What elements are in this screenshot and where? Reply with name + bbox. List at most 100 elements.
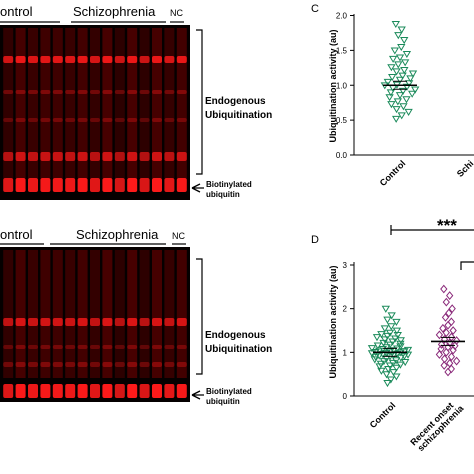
- blot-band: [127, 178, 138, 192]
- data-point: [380, 336, 389, 344]
- y-tick-label: 2: [343, 305, 348, 314]
- blot-band: [139, 152, 150, 161]
- data-point: [440, 361, 448, 370]
- blot-band: [164, 56, 175, 63]
- blot-band: [77, 345, 88, 349]
- blot-top-lanes: [3, 28, 187, 192]
- data-point: [435, 330, 444, 340]
- y-tick-label: 0.0: [336, 151, 348, 160]
- blot-band: [77, 118, 88, 122]
- blot-lane: [77, 28, 88, 178]
- data-point: [452, 356, 461, 366]
- blot-lane: [164, 28, 175, 178]
- blot-top-endogenous: Endogenous: [205, 96, 266, 107]
- blot-band: [139, 362, 150, 367]
- blot-top-arrow-icon: [191, 183, 204, 193]
- data-point: [387, 323, 396, 331]
- blot-lane: [28, 250, 38, 378]
- blot-band: [90, 90, 100, 94]
- data-point: [373, 342, 383, 350]
- blot-top-nc-label: NC: [170, 8, 183, 18]
- blot-lane: [176, 28, 187, 178]
- x-category-label: Control: [378, 158, 408, 188]
- data-point: [444, 367, 452, 377]
- data-point: [381, 305, 390, 313]
- data-point: [372, 334, 382, 342]
- blot-band: [139, 90, 150, 94]
- data-point: [400, 59, 410, 67]
- blot-band: [152, 90, 162, 94]
- data-point: [388, 73, 397, 82]
- panel-c-points: [380, 20, 420, 123]
- data-point: [404, 80, 414, 88]
- blot-band: [139, 56, 150, 63]
- blot-band: [127, 362, 138, 367]
- data-point: [440, 284, 448, 294]
- data-point: [402, 96, 411, 104]
- data-point: [398, 87, 408, 96]
- blot-band: [90, 362, 100, 367]
- data-point: [396, 337, 405, 345]
- data-point: [375, 363, 384, 371]
- data-point: [411, 86, 420, 94]
- blot-band: [114, 152, 125, 161]
- data-point: [383, 78, 393, 86]
- blot-band: [40, 384, 51, 398]
- blot-lane: [90, 250, 100, 378]
- blot-band: [90, 178, 100, 192]
- blot-band: [40, 118, 51, 122]
- blot-band: [176, 118, 187, 122]
- blot-bottom-nc-label: NC: [172, 231, 185, 241]
- blot-band: [139, 318, 150, 326]
- blot-band: [3, 56, 14, 63]
- blot-band: [15, 345, 26, 349]
- blot-band: [15, 118, 26, 122]
- blot-band: [152, 345, 162, 349]
- blot-band: [102, 56, 113, 63]
- blot-bottom-biotinylated: Biotinylated: [206, 387, 252, 396]
- blot-band: [3, 318, 14, 326]
- blot-band: [102, 318, 113, 326]
- data-point: [398, 72, 407, 80]
- data-point: [391, 20, 400, 29]
- blot-band: [139, 118, 150, 122]
- x-category-label: Schi: [455, 158, 474, 179]
- data-point: [392, 106, 401, 114]
- data-point: [441, 313, 450, 322]
- data-point: [392, 68, 401, 76]
- data-point: [435, 350, 444, 359]
- blot-lane: [114, 28, 125, 178]
- blot-band: [152, 384, 162, 398]
- blot-lane: [77, 250, 88, 378]
- blot-band: [52, 318, 63, 326]
- blot-band: [90, 118, 100, 122]
- blot-lane: [65, 250, 76, 378]
- data-point: [394, 32, 403, 40]
- blot-band: [102, 152, 113, 161]
- data-point: [380, 325, 390, 333]
- data-point: [387, 101, 396, 109]
- blot-band: [65, 56, 76, 63]
- blot-band: [176, 152, 187, 161]
- data-point: [447, 317, 456, 327]
- blot-band: [77, 56, 88, 63]
- blot-band: [139, 345, 150, 349]
- blot-band: [90, 384, 100, 398]
- blot-band: [28, 118, 38, 122]
- data-point: [402, 50, 412, 59]
- blot-band: [52, 178, 63, 192]
- blot-band: [164, 152, 175, 161]
- blot-band: [114, 318, 125, 326]
- blot-band: [102, 345, 113, 349]
- blot-band: [176, 384, 187, 398]
- data-point: [394, 61, 403, 69]
- blot-band: [114, 56, 125, 63]
- blot-band: [176, 362, 187, 367]
- data-point: [395, 76, 405, 84]
- data-point: [445, 308, 453, 318]
- blot-band: [15, 152, 26, 161]
- data-point: [382, 371, 391, 379]
- panel-d-ticks: 0 1 2 3: [343, 261, 354, 401]
- data-point: [442, 347, 450, 357]
- blot-band: [40, 318, 51, 326]
